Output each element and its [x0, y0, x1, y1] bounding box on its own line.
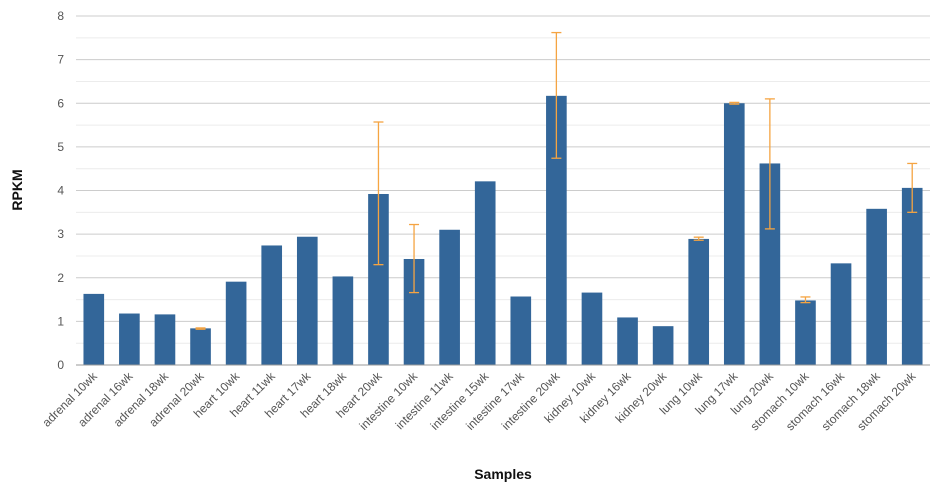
bar	[225, 281, 247, 365]
y-tick-label: 3	[57, 227, 64, 241]
y-tick-label: 6	[57, 96, 64, 110]
bar	[403, 258, 425, 365]
error-bar	[409, 223, 420, 294]
bar	[723, 103, 745, 365]
bar	[83, 293, 105, 365]
error-bar	[764, 98, 775, 230]
error-bar	[907, 162, 918, 213]
bar	[439, 229, 460, 365]
y-tick-label: 4	[57, 184, 64, 198]
error-bar	[195, 327, 206, 330]
bar	[261, 245, 283, 365]
bar	[652, 326, 674, 365]
bar	[296, 236, 318, 365]
bar	[368, 193, 389, 365]
bar	[795, 300, 816, 365]
bar	[510, 296, 532, 365]
y-tick-label: 2	[57, 271, 64, 285]
bars	[83, 95, 923, 366]
bar	[901, 187, 923, 365]
y-tick-label: 0	[57, 358, 64, 372]
bar	[759, 163, 781, 365]
y-tick-label: 7	[57, 53, 64, 67]
error-bar	[693, 236, 704, 241]
bar	[617, 317, 638, 365]
bar	[332, 276, 354, 365]
bar	[154, 314, 176, 365]
bar	[830, 263, 852, 365]
bar	[474, 181, 496, 365]
bar	[190, 328, 211, 365]
y-axis-title: RPKM	[9, 169, 25, 210]
error-bar	[800, 296, 811, 304]
bar	[546, 95, 567, 366]
y-axis-ticks: 0 1 2 3 4 5 6 7 8	[57, 9, 64, 372]
bar	[688, 238, 710, 365]
x-axis-title: Samples	[474, 466, 532, 482]
y-tick-label: 5	[57, 140, 64, 154]
y-tick-label: 8	[57, 9, 64, 23]
error-bar	[551, 31, 562, 159]
error-bar	[729, 101, 740, 105]
gridlines	[76, 15, 930, 344]
error-bars	[195, 31, 918, 330]
bar	[119, 313, 140, 365]
bar	[866, 208, 887, 365]
y-tick-label: 1	[57, 314, 64, 328]
error-bar	[373, 121, 384, 266]
bar	[581, 292, 603, 365]
